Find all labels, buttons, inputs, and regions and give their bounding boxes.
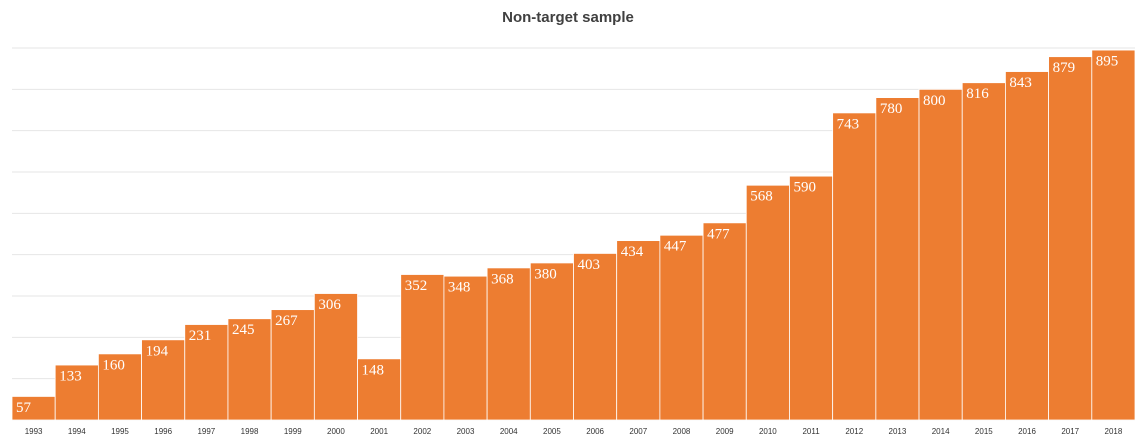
x-tick-label: 2012 bbox=[845, 427, 863, 436]
value-label: 879 bbox=[1053, 60, 1076, 76]
x-tick-label: 1996 bbox=[154, 427, 172, 436]
value-label: 403 bbox=[578, 257, 601, 273]
bar bbox=[400, 274, 445, 421]
x-tick-label: 2016 bbox=[1018, 427, 1036, 436]
bar bbox=[1048, 56, 1093, 421]
x-tick-label: 2013 bbox=[889, 427, 907, 436]
bar bbox=[270, 309, 315, 421]
x-tick-label: 2010 bbox=[759, 427, 777, 436]
value-label: 306 bbox=[318, 297, 341, 313]
x-tick-label: 1997 bbox=[197, 427, 215, 436]
bar bbox=[702, 222, 747, 421]
x-tick-label: 2005 bbox=[543, 427, 561, 436]
value-label: 194 bbox=[146, 343, 169, 359]
x-tick-label: 2015 bbox=[975, 427, 993, 436]
value-label: 245 bbox=[232, 322, 255, 338]
value-label: 57 bbox=[16, 400, 32, 416]
value-label: 780 bbox=[880, 101, 903, 117]
x-tick-label: 1993 bbox=[25, 427, 43, 436]
value-label: 843 bbox=[1009, 75, 1032, 91]
value-label: 348 bbox=[448, 280, 471, 296]
bar bbox=[659, 234, 704, 421]
x-tick-label: 2003 bbox=[457, 427, 475, 436]
value-label: 434 bbox=[621, 244, 644, 260]
value-label: 568 bbox=[750, 189, 773, 205]
value-label: 231 bbox=[189, 328, 212, 344]
x-tick-label: 2017 bbox=[1061, 427, 1079, 436]
x-tick-label: 2001 bbox=[370, 427, 388, 436]
x-tick-label: 2014 bbox=[932, 427, 950, 436]
x-tick-label: 1995 bbox=[111, 427, 129, 436]
chart-title: Non-target sample bbox=[502, 9, 634, 26]
x-tick-label: 2008 bbox=[673, 427, 691, 436]
value-label: 895 bbox=[1096, 54, 1119, 70]
value-label: 800 bbox=[923, 93, 946, 109]
value-label: 267 bbox=[275, 313, 298, 329]
bar bbox=[1005, 71, 1050, 421]
value-label: 447 bbox=[664, 239, 687, 255]
bar bbox=[961, 82, 1006, 421]
bar bbox=[745, 184, 790, 421]
value-label: 160 bbox=[102, 357, 125, 373]
x-tick-label: 2007 bbox=[629, 427, 647, 436]
bar bbox=[184, 324, 229, 421]
bar bbox=[97, 353, 142, 421]
x-tick-label: 1998 bbox=[241, 427, 259, 436]
value-label: 743 bbox=[837, 116, 860, 132]
x-tick-label: 2009 bbox=[716, 427, 734, 436]
bar bbox=[616, 240, 661, 421]
bar bbox=[443, 275, 488, 421]
bar bbox=[918, 88, 963, 421]
x-tick-label: 1999 bbox=[284, 427, 302, 436]
x-tick-label: 2018 bbox=[1105, 427, 1123, 436]
value-label: 380 bbox=[534, 266, 557, 282]
value-label: 477 bbox=[707, 226, 730, 242]
x-tick-label: 2004 bbox=[500, 427, 518, 436]
value-label: 148 bbox=[362, 362, 385, 378]
value-label: 352 bbox=[405, 278, 428, 294]
bar bbox=[141, 339, 186, 421]
bar bbox=[313, 293, 358, 421]
bar bbox=[227, 318, 272, 421]
x-tick-label: 2002 bbox=[413, 427, 431, 436]
bar bbox=[529, 262, 574, 421]
bar bbox=[875, 97, 920, 421]
value-label: 590 bbox=[793, 180, 816, 196]
bar bbox=[486, 267, 531, 421]
x-tick-label: 2000 bbox=[327, 427, 345, 436]
bar bbox=[789, 175, 834, 421]
x-tick-label: 1994 bbox=[68, 427, 86, 436]
bar bbox=[1091, 49, 1136, 421]
x-tick-label: 2011 bbox=[802, 427, 820, 436]
value-label: 133 bbox=[59, 368, 82, 384]
value-label: 816 bbox=[966, 86, 989, 102]
value-label: 368 bbox=[491, 271, 513, 287]
x-tick-label: 2006 bbox=[586, 427, 604, 436]
bar bbox=[573, 253, 618, 421]
bar bbox=[832, 112, 877, 421]
